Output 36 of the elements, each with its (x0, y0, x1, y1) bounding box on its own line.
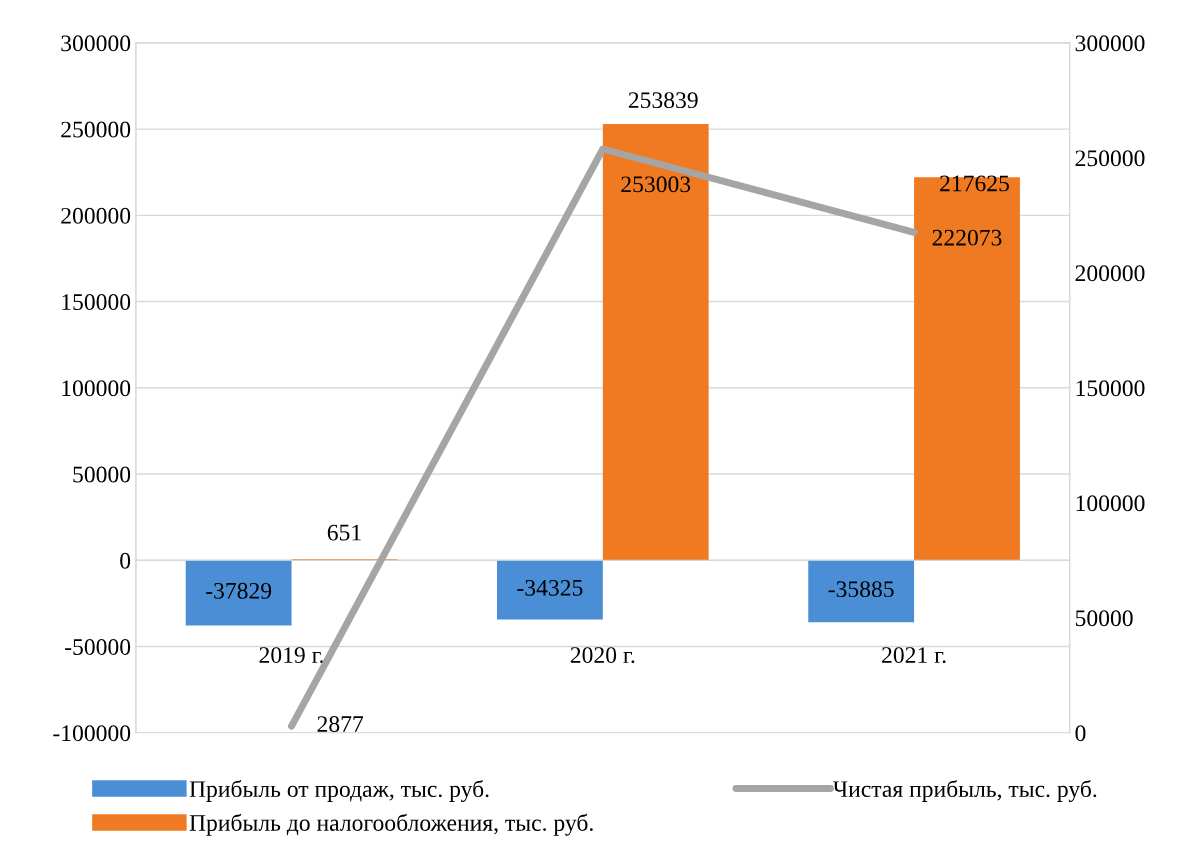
x-tick-label: 2019 г. (259, 647, 324, 664)
data-label: -35885 (828, 581, 894, 598)
y2-tick-label: 50000 (1075, 610, 1133, 627)
y2-tick-label: 300000 (1075, 35, 1145, 52)
legend-label: Чистая прибыль, тыс. руб. (833, 779, 1097, 802)
legend-label: Прибыль до налогообложения, тыс. руб. (189, 813, 593, 836)
y-tick-label: 50000 (73, 466, 131, 483)
y-tick-label: 250000 (61, 121, 131, 138)
y-tick-label: 300000 (61, 35, 131, 52)
bar (914, 177, 1020, 561)
y-tick-label: 0 (120, 552, 131, 569)
y2-tick-label: 250000 (1075, 150, 1145, 167)
data-label: -37829 (206, 582, 272, 599)
data-label: -34325 (517, 579, 583, 596)
data-label: 651 (327, 524, 361, 541)
data-label: 2877 (317, 716, 364, 733)
bar (602, 123, 709, 561)
data-label: 222073 (932, 229, 1002, 246)
y2-tick-label: 200000 (1075, 265, 1145, 282)
y-tick-label: 100000 (62, 380, 131, 397)
x-tick-label: 2021 г. (882, 647, 946, 664)
y-tick-label: -50000 (65, 638, 131, 655)
y2-tick-label: 150000 (1076, 380, 1145, 397)
bar (808, 560, 915, 623)
x-tick-label: 2020 г. (570, 647, 635, 664)
data-label: 217625 (940, 175, 1009, 192)
y-tick-label: -100000 (53, 725, 131, 742)
y-tick-label: 150000 (62, 294, 131, 310)
bar (185, 560, 292, 626)
y2-tick-label: 0 (1075, 725, 1086, 742)
data-label: 253839 (628, 92, 698, 109)
bar (496, 560, 603, 620)
y-tick-label: 200000 (61, 207, 131, 224)
y2-tick-label: 100000 (1076, 495, 1145, 512)
data-label: 253003 (621, 176, 691, 193)
legend-label: Прибыль от продаж, тыс. руб. (189, 779, 489, 802)
